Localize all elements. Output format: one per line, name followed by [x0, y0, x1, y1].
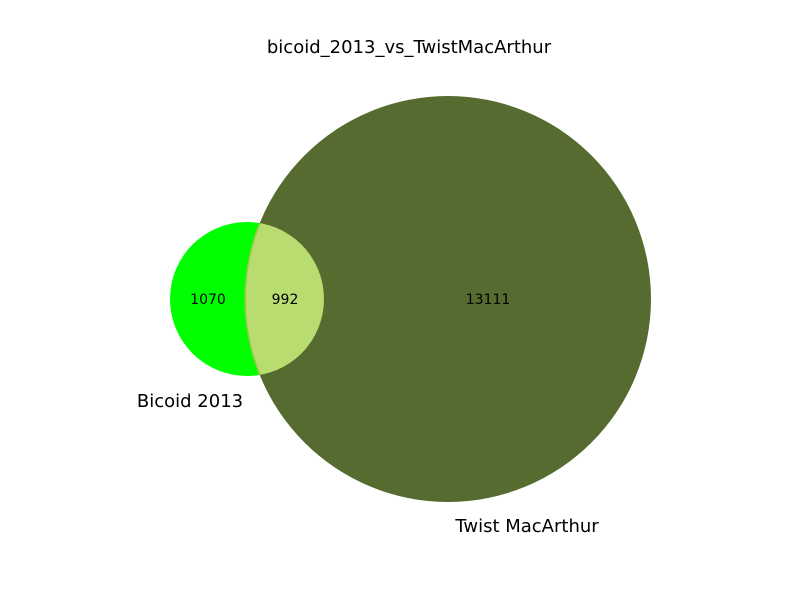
set-b-label: Twist MacArthur: [454, 516, 599, 537]
set-b-circle: [245, 96, 651, 502]
only-b-count: 13111: [466, 292, 511, 308]
diagram-title: bicoid_2013_vs_TwistMacArthur: [267, 37, 552, 58]
set-a-label: Bicoid 2013: [137, 391, 243, 412]
overlap-region: [244, 222, 324, 376]
only-a-count: 1070: [190, 292, 226, 308]
overlap-count: 992: [272, 292, 299, 308]
